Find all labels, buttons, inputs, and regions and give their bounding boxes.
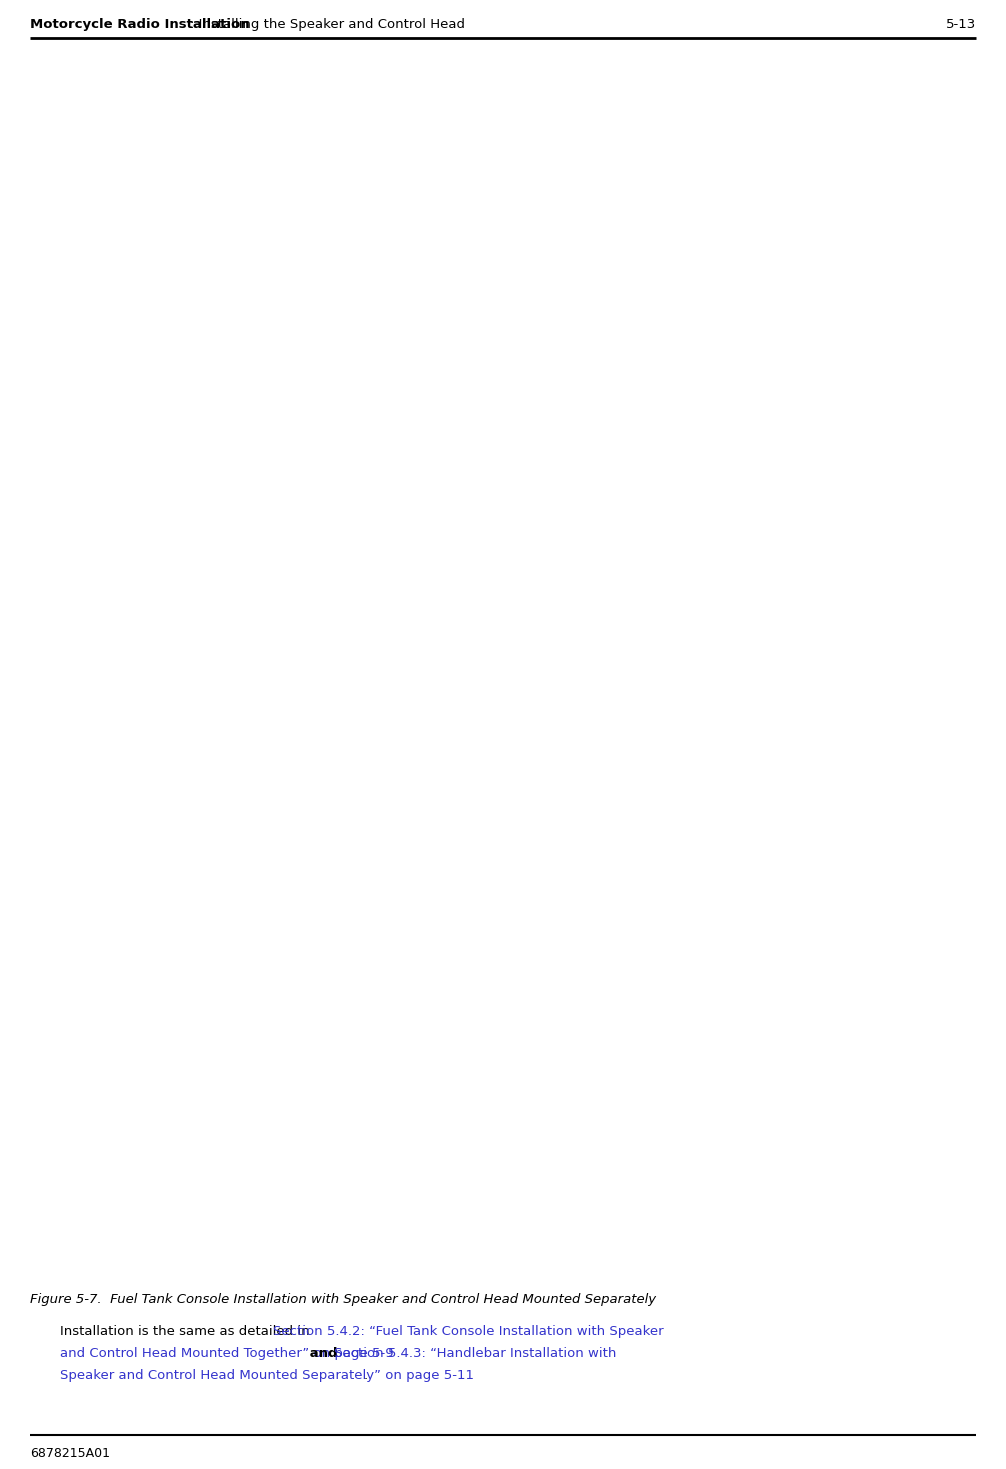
Text: : Installing the Speaker and Control Head: : Installing the Speaker and Control Hea… — [190, 18, 465, 31]
Text: Section 5.4.3: “Handlebar Installation with: Section 5.4.3: “Handlebar Installation w… — [334, 1347, 617, 1360]
Text: and Control Head Mounted Together” on page 5-9: and Control Head Mounted Together” on pa… — [60, 1347, 393, 1360]
Text: 5-13: 5-13 — [946, 18, 976, 31]
Text: Section 5.4.2: “Fuel Tank Console Installation with Speaker: Section 5.4.2: “Fuel Tank Console Instal… — [273, 1325, 663, 1338]
Text: and: and — [305, 1347, 342, 1360]
Bar — [30, 50, 976, 1271]
Text: Installation is the same as detailed in: Installation is the same as detailed in — [60, 1325, 314, 1338]
Text: .: . — [363, 1369, 367, 1382]
Text: 6878215A01: 6878215A01 — [30, 1447, 110, 1460]
Text: Figure 5-7.  Fuel Tank Console Installation with Speaker and Control Head Mounte: Figure 5-7. Fuel Tank Console Installati… — [30, 1293, 656, 1306]
Text: Motorcycle Radio Installation: Motorcycle Radio Installation — [30, 18, 249, 31]
Text: Speaker and Control Head Mounted Separately” on page 5-11: Speaker and Control Head Mounted Separat… — [60, 1369, 474, 1382]
